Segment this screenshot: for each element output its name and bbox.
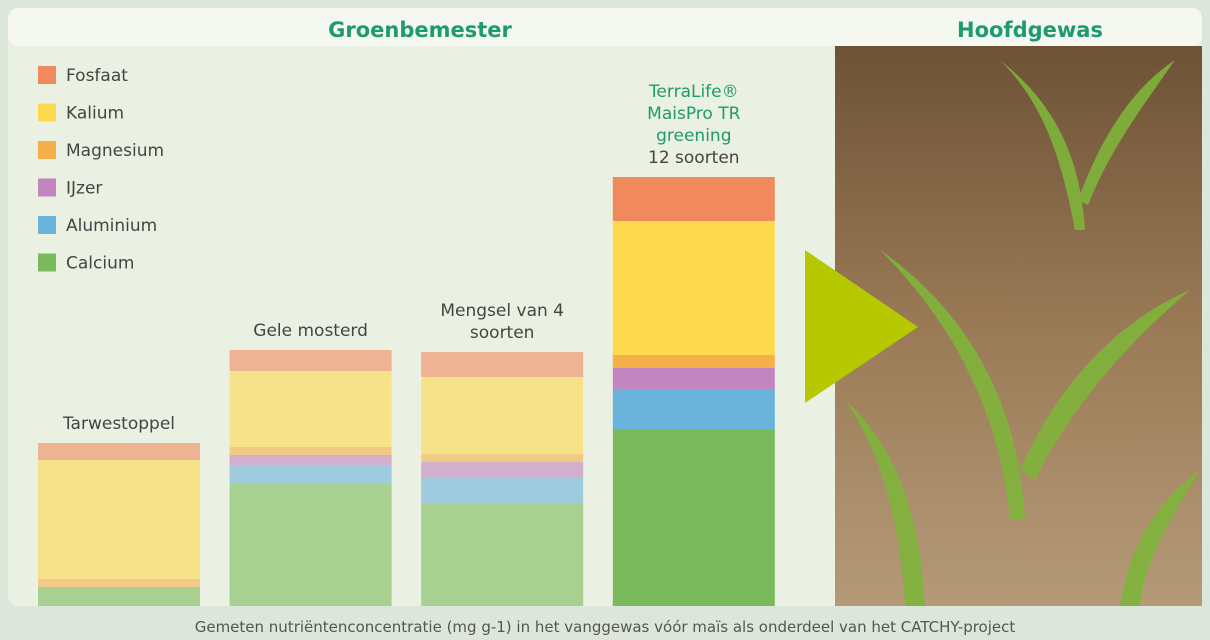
infographic: Groenbemester Hoofdgewas Gemeten nutriën… [0,0,1210,640]
bar-segment [613,389,775,429]
bar-segment [613,368,775,389]
bar-segment [230,484,392,606]
x-tick-label: TerraLife® MaisPro TR greening [593,81,795,147]
x-tick-label: Mengsel van 4 soorten [401,300,603,344]
bar-segment [421,478,583,503]
legend-label: Aluminium [66,216,157,236]
bar-segment [613,177,775,221]
bar-segment [38,587,200,606]
legend-swatch [38,254,56,272]
bar-segment [421,454,583,462]
chart-title: Groenbemester [328,18,512,42]
category-sublabel: 12 soorten [593,147,795,169]
bar-segment [38,579,200,587]
bar-segment [421,352,583,377]
x-tick-label: Gele mosterd [210,320,412,342]
bar-segment [613,221,775,355]
bar-segment [230,371,392,447]
legend-label: Fosfaat [66,66,128,86]
category-label: Gele mosterd [210,320,412,342]
bar-segment [230,465,392,484]
legend-swatch [38,179,56,197]
category-label: Mengsel van 4 soorten [401,300,603,344]
legend-swatch [38,66,56,84]
legend-swatch [38,104,56,122]
bar-segment [230,455,392,465]
legend-label: Magnesium [66,141,164,161]
legend-label: Kalium [66,104,124,124]
legend-label: Calcium [66,254,134,274]
caption: Gemeten nutriëntenconcentratie (mg g-1) … [195,618,1016,636]
bar-segment [421,503,583,606]
panel-title: Hoofdgewas [957,18,1103,42]
legend-label: IJzer [66,179,102,199]
bar-segment [38,443,200,460]
x-tick-label: Tarwestoppel [18,413,220,435]
bar-segment [230,447,392,455]
legend-swatch [38,216,56,234]
bar-segment [230,350,392,371]
bar-segment [421,462,583,478]
bar-segment [613,355,775,368]
bar-segment [38,460,200,579]
category-label: Tarwestoppel [18,413,220,435]
bar-segment [613,429,775,606]
bar-segment [421,377,583,454]
legend-swatch [38,141,56,159]
